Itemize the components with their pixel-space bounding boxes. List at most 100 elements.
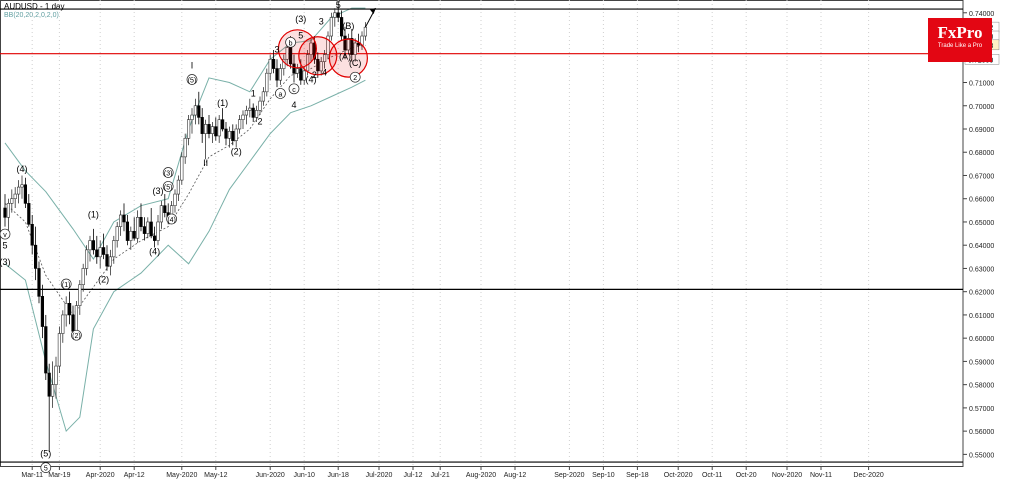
- candle: [108, 256, 112, 267]
- candle: [136, 217, 140, 239]
- x-tick-label: Jul-21: [431, 472, 450, 479]
- x-tick-label: Jun-10: [293, 472, 315, 479]
- y-tick-label: 0.55000: [969, 452, 994, 459]
- candle: [322, 54, 327, 62]
- candle: [343, 35, 347, 51]
- wave-label: 3: [274, 44, 279, 54]
- wave-label: 2: [257, 116, 262, 126]
- candle: [88, 240, 92, 251]
- y-tick-label: 0.69000: [969, 127, 994, 134]
- x-tick-label: Aug-2020: [466, 472, 496, 479]
- candle: [3, 207, 7, 218]
- candle: [316, 58, 320, 72]
- wave-label: 4: [322, 68, 327, 78]
- x-tick-label: May-12: [204, 472, 227, 479]
- candle: [326, 35, 330, 55]
- candle: [210, 126, 215, 134]
- candle: [234, 128, 238, 141]
- x-tick-label: Mar-11: [21, 472, 43, 479]
- wave-label-circle: [0, 228, 11, 240]
- logo-name: FxPro: [937, 23, 983, 42]
- candle: [217, 119, 221, 137]
- candle: [20, 184, 24, 188]
- candle: [91, 240, 95, 251]
- wave-label: (5): [164, 184, 173, 191]
- candle: [115, 226, 119, 241]
- wave-label: c: [292, 87, 296, 94]
- candle: [241, 114, 245, 120]
- x-tick-label: Dec-2020: [853, 472, 883, 479]
- candle: [268, 58, 272, 74]
- candle: [231, 131, 235, 141]
- wave-label: 5: [298, 30, 303, 40]
- candle: [64, 303, 68, 316]
- wave-label: (1): [88, 209, 99, 219]
- highlight-circles: [277, 29, 368, 78]
- indicator-label: BB(20,20,2,0,2,0): [4, 12, 59, 19]
- candle: [47, 372, 51, 397]
- candle: [132, 230, 136, 239]
- wave-label-circle: [162, 167, 174, 178]
- candle: [149, 221, 153, 237]
- wave-labels: (4)v5(3)(1)(2)(1)(2)(5)5(3)(4)(3)(5)(4)I…: [0, 0, 361, 473]
- candle: [156, 221, 160, 241]
- candle: [207, 124, 211, 134]
- wave-label-circle: [166, 213, 177, 225]
- candle: [292, 63, 296, 74]
- candle: [61, 314, 65, 334]
- candle: [10, 198, 14, 204]
- candle: [350, 38, 354, 55]
- y-tick-label: 0.67000: [969, 173, 994, 180]
- wave-label: (B): [342, 21, 354, 31]
- candle: [227, 131, 232, 139]
- wave-label: (3): [295, 14, 306, 24]
- wave-label: (3): [153, 186, 164, 196]
- candle: [346, 38, 351, 51]
- y-tick-label: 0.70000: [969, 104, 994, 111]
- candle: [190, 114, 194, 120]
- candle: [30, 223, 34, 246]
- candle: [329, 17, 334, 37]
- highlight-circle: [298, 36, 338, 76]
- x-tick-label: Sep-10: [592, 472, 615, 479]
- candle: [363, 26, 368, 37]
- x-tick-label: Jun-2020: [256, 472, 285, 479]
- candle: [54, 365, 58, 385]
- candle: [333, 12, 337, 18]
- candle: [74, 305, 78, 332]
- highlight-circle: [328, 38, 368, 78]
- wave-label: (5): [40, 449, 51, 459]
- y-tick-label: 0.58000: [969, 383, 994, 390]
- candle: [261, 91, 266, 102]
- candle: [125, 221, 129, 241]
- candle: [105, 254, 109, 267]
- x-tick-label: Sep-18: [626, 472, 649, 479]
- wave-label: 5: [336, 0, 341, 10]
- wave-label: (3): [164, 170, 173, 177]
- candle: [163, 205, 167, 213]
- x-tick-label: Nov-11: [810, 472, 832, 479]
- x-tick-label: Oct-11: [702, 472, 723, 479]
- candle: [299, 68, 303, 81]
- candle: [44, 326, 48, 374]
- y-tick-label: 0.60000: [969, 336, 994, 343]
- y-tick-label: 0.56000: [969, 429, 994, 436]
- candle: [57, 333, 61, 367]
- candle: [251, 107, 255, 118]
- wave-label: (A): [339, 51, 351, 61]
- wave-label: (4): [149, 246, 160, 256]
- candle: [139, 217, 143, 227]
- wave-label: (2): [231, 147, 242, 157]
- y-tick-label: 0.62000: [969, 290, 994, 297]
- wave-label: (2): [98, 274, 109, 284]
- y-tick-label: 0.61000: [969, 313, 994, 320]
- y-tick-label: 0.65000: [969, 220, 994, 227]
- y-axis: 0.740000.730000.720000.710000.700000.690…: [963, 11, 994, 459]
- wave-label: 5: [2, 241, 7, 251]
- candle: [183, 137, 187, 158]
- wave-label: I: [191, 61, 194, 71]
- candle: [23, 184, 28, 204]
- candle: [173, 193, 177, 206]
- wave-label-circle: [60, 278, 72, 290]
- candle: [221, 119, 225, 130]
